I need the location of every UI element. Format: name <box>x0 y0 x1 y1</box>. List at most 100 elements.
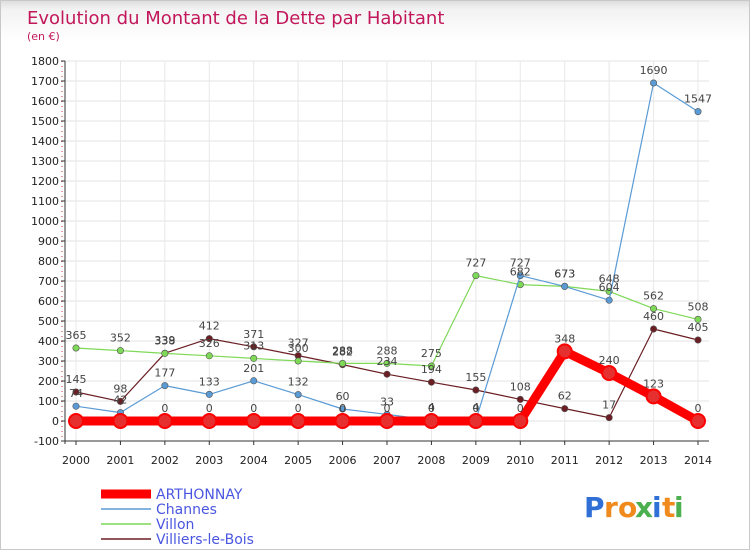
data-label: 352 <box>110 332 131 345</box>
data-label: 604 <box>599 281 620 294</box>
x-tick-label: 2002 <box>151 454 179 467</box>
data-point <box>201 413 218 429</box>
logo-letter: x <box>635 491 653 524</box>
data-label: 98 <box>113 382 127 395</box>
data-point <box>645 388 662 405</box>
data-point <box>156 413 173 429</box>
y-tick-label: 400 <box>38 335 59 348</box>
data-point <box>605 296 613 304</box>
data-label: 201 <box>243 362 264 375</box>
data-label: 348 <box>554 332 575 345</box>
data-label: 313 <box>243 339 264 352</box>
data-point <box>427 362 435 370</box>
data-label: 412 <box>199 320 220 333</box>
data-label: 108 <box>510 380 531 393</box>
x-tick-label: 2004 <box>240 454 268 467</box>
data-label: 0 <box>428 402 435 415</box>
data-point <box>650 325 658 333</box>
data-point <box>339 359 347 367</box>
data-label: 339 <box>154 334 175 347</box>
data-point <box>556 343 573 360</box>
data-point <box>72 402 80 410</box>
data-point <box>427 378 435 386</box>
x-tick-label: 2011 <box>551 454 579 467</box>
y-tick-label: 1800 <box>31 55 59 68</box>
data-label: 4 <box>472 401 479 414</box>
x-tick-label: 2009 <box>462 454 490 467</box>
data-point <box>690 413 706 429</box>
x-tick-label: 2012 <box>595 454 623 467</box>
data-point <box>245 413 262 429</box>
data-point <box>605 414 613 422</box>
data-label: 240 <box>599 354 620 367</box>
data-label: 17 <box>602 399 616 412</box>
data-point <box>68 413 84 429</box>
y-tick-label: 500 <box>38 315 59 328</box>
data-point <box>650 79 658 87</box>
data-label: 727 <box>465 257 486 270</box>
grid <box>65 60 709 442</box>
x-tick-label: 2000 <box>62 454 90 467</box>
data-label: 405 <box>688 321 709 334</box>
data-label: 1547 <box>684 93 712 106</box>
data-label: 133 <box>199 375 220 388</box>
data-point <box>472 386 480 394</box>
data-label: 338 <box>154 334 175 347</box>
data-label: 0 <box>250 402 257 415</box>
data-label: 682 <box>510 266 531 279</box>
data-point <box>694 336 702 344</box>
y-tick-label: 200 <box>38 375 59 388</box>
data-label: 234 <box>377 355 398 368</box>
data-label: 0 <box>384 402 391 415</box>
data-label: 0 <box>517 402 524 415</box>
data-point <box>383 370 391 378</box>
data-point <box>205 352 213 360</box>
data-point <box>516 395 524 403</box>
x-tick-label: 2003 <box>195 454 223 467</box>
logo-letter: i <box>652 491 662 524</box>
data-point <box>694 108 702 116</box>
series-group <box>68 79 706 429</box>
y-tick-label: 1300 <box>31 155 59 168</box>
data-label: 673 <box>554 267 575 280</box>
data-label: 33 <box>380 395 394 408</box>
data-point <box>379 413 395 429</box>
data-point <box>116 347 124 355</box>
data-label: 0 <box>339 402 346 415</box>
x-tick-label: 2013 <box>640 454 668 467</box>
data-label: 300 <box>288 342 309 355</box>
data-point <box>161 382 169 390</box>
data-label: 288 <box>377 344 398 357</box>
data-point <box>294 357 302 365</box>
data-point <box>601 365 618 381</box>
data-label: 62 <box>558 390 572 403</box>
data-point <box>250 343 258 351</box>
data-label: 365 <box>66 329 87 342</box>
data-label: 275 <box>421 347 442 360</box>
y-tick-label: 900 <box>38 235 59 248</box>
x-tick-label: 2006 <box>329 454 357 467</box>
axes <box>61 61 709 444</box>
data-label: 327 <box>288 337 309 350</box>
data-labels: 0 0 0 0 0 0 0 0 0 348 240 123 0 74 42 177 133 201 132 60 33 4… <box>66 64 713 415</box>
data-point <box>116 397 124 405</box>
data-point <box>472 272 480 280</box>
y-tick-label: 1600 <box>31 95 59 108</box>
data-label: 132 <box>288 376 309 389</box>
x-axis-ticks: 2000 2001 2002 2003 2004 2005 2006 2007 2008 2009… <box>62 441 712 467</box>
data-label: 42 <box>113 394 127 407</box>
data-point <box>290 413 307 429</box>
data-label: 60 <box>336 390 350 403</box>
data-point <box>72 344 80 352</box>
x-tick-label: 2005 <box>284 454 312 467</box>
data-point <box>694 315 702 323</box>
y-tick-label: 800 <box>38 255 59 268</box>
data-label: 508 <box>688 300 709 313</box>
y-axis-ticks: 1800170016001500140013001200110010009008… <box>31 55 65 448</box>
logo-letter: P <box>584 491 605 524</box>
y-tick-label: 1200 <box>31 175 59 188</box>
data-label: 194 <box>421 363 442 376</box>
